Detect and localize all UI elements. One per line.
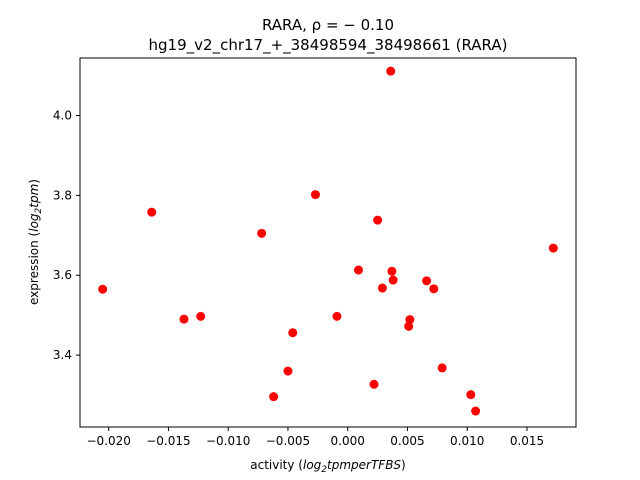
y-axis-label-suffix: ): [27, 179, 41, 184]
data-point: [429, 284, 439, 294]
x-axis-label-suffix: ): [401, 458, 406, 472]
data-point: [466, 390, 476, 400]
chart-title-line1: RARA, ρ = − 0.10: [262, 16, 394, 34]
data-point: [310, 190, 320, 200]
plot-frame: [79, 57, 577, 428]
data-point: [269, 392, 279, 402]
y-tick-label: 4.0: [53, 109, 72, 123]
x-tick-label: 0.010: [450, 434, 484, 448]
y-axis-ticks: 3.4 3.6 3.8 4.0: [53, 109, 80, 362]
data-point: [405, 315, 415, 325]
data-point: [386, 66, 396, 76]
y-axis-label-math: log: [27, 213, 41, 232]
x-tick-label: −0.005: [266, 434, 310, 448]
data-point: [373, 215, 383, 225]
data-point: [196, 311, 206, 321]
data-point: [387, 266, 397, 276]
data-point: [353, 265, 363, 275]
x-axis-label-math-rest: tpmperTFBS: [327, 458, 401, 472]
x-axis-label-math: log: [303, 458, 322, 472]
x-tick-label: −0.010: [206, 434, 250, 448]
data-point: [388, 275, 398, 285]
data-point: [422, 276, 432, 286]
y-tick-label: 3.6: [53, 268, 72, 282]
y-axis-label-math-rest: tpm: [27, 184, 41, 208]
data-point: [98, 284, 108, 294]
data-points: [98, 66, 558, 416]
x-axis-ticks: −0.020 −0.015 −0.010 −0.005 0.000 0.005 0.010 0…: [86, 427, 544, 448]
chart-title-line2: hg19_v2_chr17_+_38498594_38498661 (RARA): [149, 36, 508, 55]
y-axis-label-subscript: 2: [34, 207, 44, 213]
x-axis-label-subscript: 2: [321, 465, 327, 475]
data-point: [369, 379, 379, 389]
data-point: [179, 314, 189, 324]
x-axis-label: activity (log2tpmperTFBS): [250, 458, 405, 475]
y-axis-label: expression (log2tpm): [27, 179, 44, 305]
data-point: [377, 283, 387, 293]
data-point: [257, 228, 267, 238]
data-point: [437, 363, 447, 373]
y-tick-label: 3.4: [53, 348, 72, 362]
data-point: [332, 311, 342, 321]
x-tick-label: 0.015: [510, 434, 544, 448]
data-point: [147, 207, 157, 217]
x-tick-label: −0.015: [146, 434, 190, 448]
data-point: [471, 406, 481, 416]
data-point: [404, 321, 414, 331]
x-tick-label: 0.000: [331, 434, 365, 448]
y-tick-label: 3.8: [53, 188, 72, 202]
data-point: [288, 328, 298, 338]
data-point: [283, 366, 293, 376]
x-tick-label: 0.005: [390, 434, 424, 448]
x-axis-label-prefix: activity (: [250, 458, 303, 472]
x-tick-label: −0.020: [86, 434, 130, 448]
y-axis-label-prefix: expression (: [27, 232, 41, 305]
data-point: [548, 243, 558, 253]
